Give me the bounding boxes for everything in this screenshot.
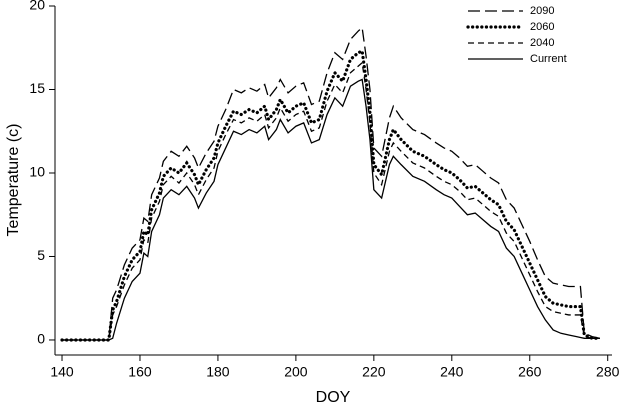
x-tick-label: 280 xyxy=(596,364,620,380)
y-axis-title: Temperature (c) xyxy=(5,124,22,237)
x-tick-label: 180 xyxy=(206,364,230,380)
x-tick-label: 240 xyxy=(440,364,464,380)
x-tick-label: 220 xyxy=(362,364,386,380)
legend-label: Current xyxy=(530,53,567,65)
series-line xyxy=(62,61,600,341)
y-tick-label: 10 xyxy=(29,164,45,180)
y-tick-label: 0 xyxy=(37,331,45,347)
legend-label: 2090 xyxy=(530,5,554,17)
series-line xyxy=(62,78,600,341)
x-tick-label: 200 xyxy=(284,364,308,380)
series-line xyxy=(60,48,602,342)
y-tick-label: 20 xyxy=(29,0,45,13)
legend-label: 2060 xyxy=(530,21,554,33)
y-tick-label: 5 xyxy=(37,247,45,263)
series-line xyxy=(62,26,601,341)
x-axis-title: DOY xyxy=(316,389,351,406)
x-tick-label: 160 xyxy=(128,364,152,380)
legend-label: 2040 xyxy=(530,37,554,49)
x-tick-label: 140 xyxy=(50,364,74,380)
y-tick-label: 15 xyxy=(29,80,45,96)
x-tick-label: 260 xyxy=(518,364,542,380)
